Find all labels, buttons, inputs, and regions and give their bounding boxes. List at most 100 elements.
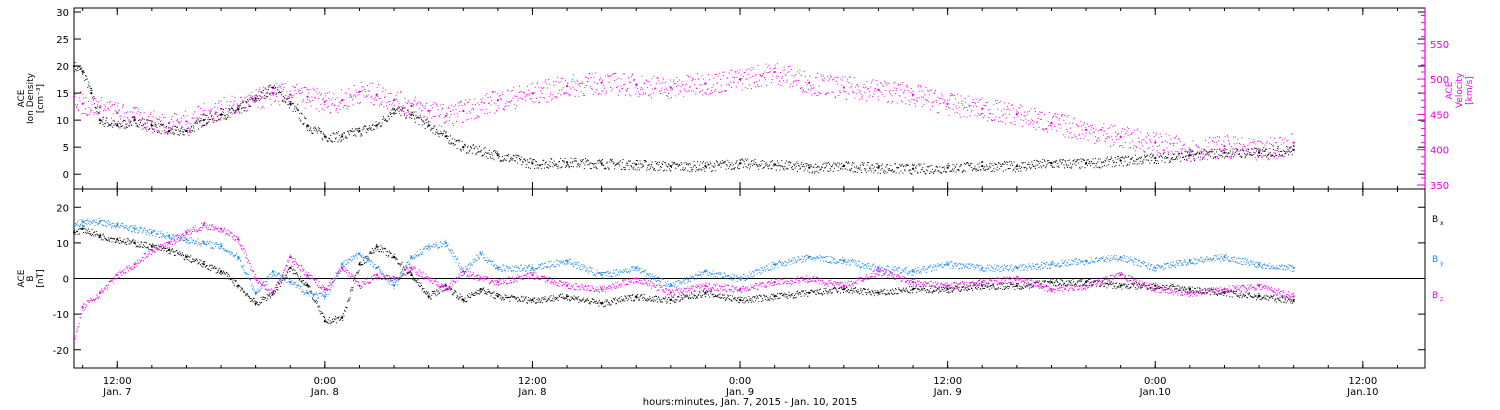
scatter-dot [867,88,869,90]
scatter-dot [208,269,210,271]
scatter-dot [623,73,625,75]
scatter-dot [418,282,420,284]
scatter-dot [394,112,396,114]
scatter-dot [122,105,124,107]
scatter-dot [610,75,612,77]
scatter-dot [974,166,976,168]
scatter-dot [566,93,568,95]
scatter-dot [285,102,287,104]
scatter-dot [339,108,341,110]
scatter-dot [1146,132,1148,134]
scatter-dot [328,137,330,139]
scatter-dot [84,80,86,82]
scatter-dot [440,125,442,127]
scatter-dot [395,112,397,114]
scatter-dot [933,100,935,102]
scatter-dot [189,131,191,133]
scatter-dot [705,83,707,85]
scatter-dot [655,82,657,84]
scatter-dot [417,117,419,119]
scatter-dot [729,84,731,86]
scatter-dot [685,91,687,93]
scatter-dot [503,158,505,160]
scatter-dot [907,90,909,92]
scatter-dot [268,93,270,95]
scatter-dot [284,101,286,103]
scatter-dot [1252,142,1254,144]
scatter-dot [1010,122,1012,124]
scatter-dot [763,76,765,78]
scatter-dot [230,279,232,281]
scatter-dot [296,104,298,106]
scatter-dot [938,170,940,172]
scatter-dot [968,164,970,166]
scatter-dot [1244,146,1246,148]
scatter-dot [980,114,982,116]
scatter-dot [279,283,281,285]
scatter-dot [798,79,800,81]
scatter-dot [1021,166,1023,168]
scatter-dot [395,94,397,96]
left-axis-title: [cm⁻³] [36,84,46,113]
scatter-dot [458,141,460,143]
scatter-dot [1070,167,1072,169]
scatter-dot [129,125,131,127]
scatter-dot [694,165,696,167]
scatter-dot [1146,155,1148,157]
scatter-dot [1179,152,1181,154]
scatter-dot [664,162,666,164]
scatter-dot [407,272,409,274]
scatter-dot [1235,151,1237,153]
scatter-dot [1121,145,1123,147]
scatter-dot [783,169,785,171]
scatter-dot [1085,163,1087,165]
scatter-dot [1275,142,1277,144]
scatter-dot [955,98,957,100]
scatter-dot [191,261,193,263]
scatter-dot [333,318,335,320]
scatter-dot [588,160,590,162]
scatter-dot [320,311,322,313]
scatter-dot [508,101,510,103]
scatter-dot [883,96,885,98]
scatter-dot [423,106,425,108]
scatter-dot [354,128,356,130]
scatter-dot [1030,121,1032,123]
scatter-dot [158,131,160,133]
scatter-dot [506,154,508,156]
scatter-dot [615,163,617,165]
scatter-dot [868,96,870,98]
scatter-dot [411,111,413,113]
scatter-dot [406,114,408,116]
scatter-dot [130,241,132,243]
scatter-dot [187,256,189,258]
scatter-dot [1007,108,1009,110]
scatter-dot [87,87,89,89]
scatter-dot [264,297,266,299]
scatter-dot [466,112,468,114]
scatter-dot [727,83,729,85]
scatter-dot [894,81,896,83]
scatter-dot [98,101,100,103]
scatter-dot [281,280,283,282]
scatter-dot [245,107,247,109]
scatter-dot [221,113,223,115]
scatter-dot [448,106,450,108]
scatter-dot [649,95,651,97]
scatter-dot [761,160,763,162]
scatter-dot [1122,165,1124,167]
scatter-dot [863,84,865,86]
scatter-dot [615,73,617,75]
scatter-dot [325,99,327,101]
scatter-dot [153,130,155,132]
scatter-dot [802,88,804,90]
scatter-dot [1140,142,1142,144]
scatter-dot [1011,104,1013,106]
scatter-dot [1128,164,1130,166]
scatter-dot [264,95,266,97]
scatter-dot [695,87,697,89]
scatter-dot [1188,146,1190,148]
scatter-dot [712,84,714,86]
scatter-dot [149,127,151,129]
scatter-dot [1019,168,1021,170]
